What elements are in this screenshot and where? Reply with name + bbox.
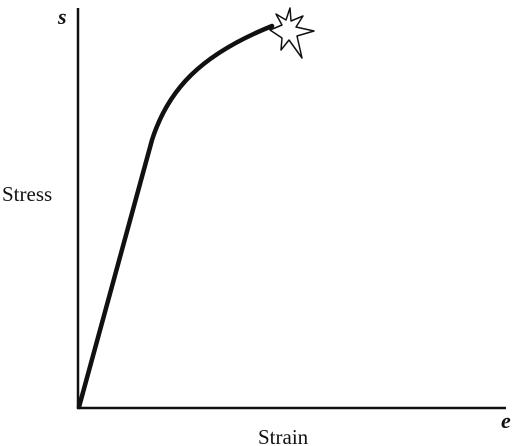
stress-strain-curve (76, 23, 275, 410)
y-axis-symbol: s (57, 4, 67, 29)
x-axis-label: Strain (258, 425, 309, 446)
x-axis-symbol: e (501, 408, 511, 433)
y-axis-label: Stress (2, 182, 52, 206)
fracture-burst (269, 7, 315, 59)
